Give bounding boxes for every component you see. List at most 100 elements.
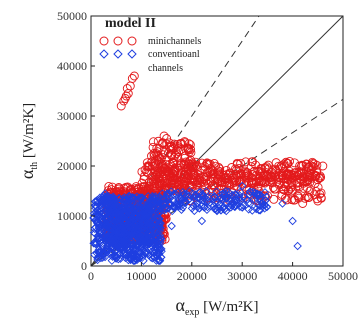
data-point: [193, 175, 203, 185]
data-point: [92, 206, 102, 215]
data-point: [149, 252, 158, 262]
data-point: [272, 177, 282, 187]
data-point: [181, 174, 191, 184]
data-point: [155, 226, 165, 236]
data-point: [92, 218, 102, 228]
data-point: [114, 240, 124, 249]
data-point: [205, 164, 215, 173]
data-point: [296, 169, 306, 179]
data-point: [221, 194, 231, 203]
data-point: [125, 217, 135, 226]
data-point: [103, 205, 112, 214]
data-point: [120, 232, 129, 242]
data-point: [147, 157, 157, 167]
data-point: [168, 202, 178, 211]
data-point: [121, 249, 131, 259]
data-point: [256, 201, 265, 211]
data-point: [157, 253, 166, 262]
data-point: [148, 195, 158, 205]
data-point: [111, 222, 121, 231]
data-point: [135, 212, 145, 222]
y-tick-label: 30000: [57, 109, 87, 123]
data-point: [231, 200, 240, 210]
data-point: [106, 228, 115, 238]
data-point: [142, 204, 152, 213]
data-point: [122, 84, 132, 93]
data-point: [260, 188, 270, 197]
data-point: [216, 181, 226, 191]
data-point: [115, 194, 124, 203]
data-point: [316, 193, 326, 203]
data-point: [141, 237, 150, 246]
data-point: [147, 182, 157, 192]
data-point: [239, 192, 248, 202]
data-point: [135, 253, 145, 262]
y-tick-label: 40000: [57, 59, 87, 73]
data-point: [261, 177, 271, 187]
data-point: [127, 74, 137, 83]
data-point: [290, 168, 299, 178]
data-point: [167, 141, 177, 151]
data-point: [91, 216, 101, 226]
data-point: [171, 190, 181, 199]
data-point: [135, 201, 144, 211]
data-point: [242, 168, 252, 177]
data-point: [288, 216, 297, 226]
data-point: [241, 171, 251, 181]
data-point: [153, 136, 163, 146]
data-point: [318, 161, 328, 171]
data-point: [208, 180, 218, 190]
data-point: [144, 230, 153, 240]
data-point: [258, 201, 267, 211]
data-point: [96, 253, 106, 263]
data-point: [129, 214, 138, 224]
legend-label-conventional-line1: conventioanl: [148, 49, 200, 60]
x-tick-label: 50000: [328, 269, 358, 283]
data-point: [242, 195, 252, 205]
data-point: [154, 144, 164, 153]
data-point: [127, 240, 136, 249]
data-point: [190, 170, 200, 180]
data-point: [265, 170, 275, 180]
legend: model II minichannels conventioanl chann…: [99, 16, 201, 74]
data-point: [110, 251, 120, 260]
data-point: [134, 225, 143, 234]
data-point: [212, 206, 222, 216]
data-point: [112, 208, 121, 218]
data-point: [142, 246, 151, 255]
data-point: [281, 173, 291, 183]
data-point: [308, 159, 318, 168]
data-point: [138, 193, 147, 202]
data-point: [116, 207, 126, 216]
data-point: [153, 231, 163, 240]
data-point: [220, 190, 229, 199]
data-point: [313, 182, 323, 192]
data-point: [91, 240, 101, 249]
data-point: [154, 203, 164, 212]
data-point: [311, 171, 321, 181]
data-point: [215, 170, 225, 180]
data-point: [312, 160, 322, 170]
data-point: [143, 192, 153, 201]
data-point: [179, 172, 189, 182]
data-point: [141, 238, 151, 247]
data-point: [282, 158, 292, 168]
y-tick-label: 50000: [57, 9, 87, 23]
data-point: [193, 193, 202, 203]
data-point: [142, 241, 151, 251]
data-point: [119, 249, 129, 259]
data-point: [93, 253, 102, 263]
data-point: [175, 197, 184, 206]
data-point: [115, 220, 125, 230]
data-point: [123, 89, 133, 98]
data-point: [305, 186, 315, 196]
data-point: [299, 183, 308, 193]
data-point: [129, 193, 139, 203]
data-point: [159, 131, 169, 141]
data-point: [163, 204, 173, 213]
data-point: [106, 211, 116, 220]
data-point: [107, 256, 117, 265]
data-point: [241, 157, 251, 167]
data-point: [253, 189, 262, 199]
x-axis-label: αexp [W/m²K]: [176, 295, 259, 318]
